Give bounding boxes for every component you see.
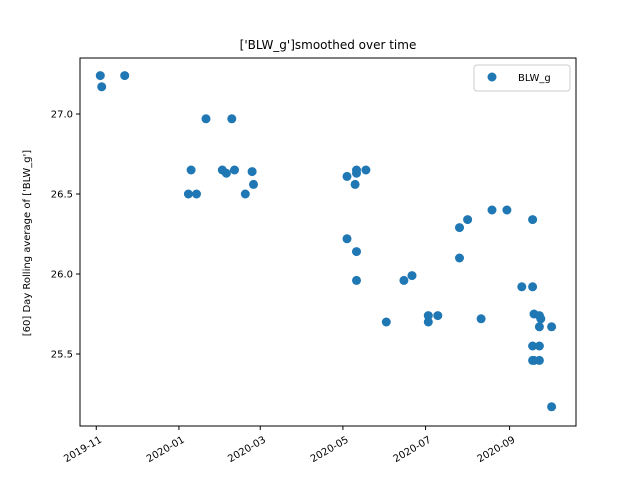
data-point: [97, 82, 107, 92]
data-point: [423, 317, 433, 327]
data-point: [528, 282, 538, 292]
data-point: [95, 71, 105, 81]
plot-area: [95, 71, 557, 412]
data-point: [192, 189, 201, 199]
data-point: [407, 271, 417, 281]
data-point: [352, 247, 361, 257]
data-point: [455, 223, 464, 233]
x-tick-label: 2020-01: [145, 435, 187, 465]
data-point: [240, 189, 250, 199]
data-point: [534, 322, 544, 332]
legend-marker: [487, 72, 497, 82]
data-point: [352, 168, 361, 178]
data-point: [361, 165, 371, 175]
y-tick-label: 26.5: [51, 190, 73, 201]
data-point: [120, 71, 130, 81]
chart-title: ['BLW_g']smoothed over time: [240, 38, 417, 52]
data-point: [487, 205, 497, 215]
data-point: [342, 234, 352, 244]
axes-frame: [79, 57, 577, 427]
y-tick-label: 27.0: [51, 110, 73, 121]
data-point: [227, 114, 237, 124]
data-point: [221, 168, 231, 178]
y-tick-label: 25.5: [51, 350, 73, 361]
data-point: [201, 114, 211, 124]
data-point: [502, 205, 512, 215]
data-point: [230, 165, 239, 175]
data-point: [534, 355, 544, 365]
x-tick-label: 2020-09: [476, 435, 518, 465]
x-tick-label: 2020-03: [226, 435, 268, 465]
x-tick-label: 2019-11: [62, 435, 104, 465]
x-axis: 2019-11 2020-01 2020-03 2020-05 2020-07 2020-…: [62, 426, 517, 465]
data-point: [463, 215, 473, 225]
data-point: [547, 322, 557, 332]
data-point: [352, 275, 361, 285]
data-point: [433, 311, 443, 321]
legend-entry: BLW_g: [518, 73, 551, 84]
data-point: [342, 171, 352, 181]
data-point: [381, 317, 391, 327]
data-point: [455, 253, 464, 263]
data-point: [186, 165, 196, 175]
legend: BLW_g: [473, 64, 571, 92]
data-point: [249, 179, 258, 189]
data-point: [517, 282, 527, 292]
data-point: [476, 314, 486, 324]
data-point: [534, 341, 544, 351]
x-tick-label: 2020-05: [309, 435, 351, 465]
y-axis-label: [60] Day Rolling average of ['BLW_g']: [22, 150, 33, 337]
legend-frame: [473, 64, 571, 92]
y-axis: 25.5 26.0 26.5 27.0: [51, 110, 80, 361]
data-point: [536, 314, 546, 324]
data-point: [528, 215, 538, 225]
data-point: [350, 179, 360, 189]
data-point: [399, 275, 409, 285]
x-tick-label: 2020-07: [392, 435, 434, 465]
data-point: [247, 167, 257, 177]
data-point: [423, 311, 433, 321]
y-tick-label: 26.0: [51, 270, 73, 281]
data-point: [547, 402, 557, 412]
data-point: [528, 341, 538, 351]
data-point: [183, 189, 193, 199]
